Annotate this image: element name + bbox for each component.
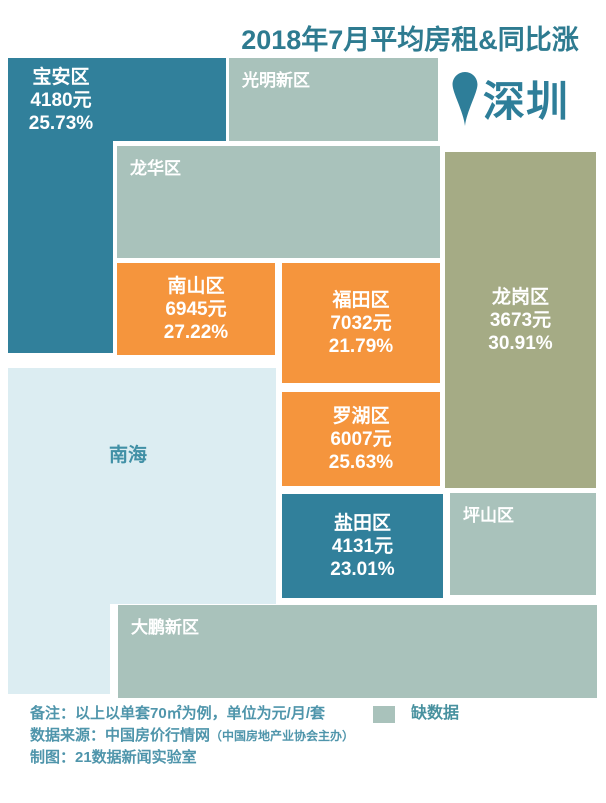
district-name: 宝安区 xyxy=(32,67,90,88)
missing-data-swatch xyxy=(373,705,396,723)
district-block-futian: 福田区 7032元 21.79% xyxy=(282,263,440,383)
district-rent: 4131元 xyxy=(331,535,394,557)
city-name: 深圳 xyxy=(483,78,570,125)
sea-area-nanhai-extension xyxy=(8,602,110,694)
data-source: 数据来源：中国房价行情网 xyxy=(30,727,211,744)
footer-notes: 备注：以上以单套70㎡为例，单位为元/月/套 缺数据 数据来源：中国房价行情网（… xyxy=(30,703,459,769)
district-rent: 6945元 xyxy=(165,298,227,320)
location-pin-icon xyxy=(452,71,478,126)
district-name: 坪山区 xyxy=(463,506,514,525)
footnote-row: 备注：以上以单套70㎡为例，单位为元/月/套 缺数据 xyxy=(30,703,459,725)
district-block-longgang: 龙岗区 3673元 30.91% xyxy=(445,152,596,488)
district-block-longhua: 龙华区 xyxy=(117,146,440,258)
district-name: 龙岗区 xyxy=(491,286,549,308)
district-rent: 4180元 xyxy=(30,90,92,111)
district-block-dapeng: 大鹏新区 xyxy=(118,605,597,698)
district-block-luohu: 罗湖区 6007元 25.63% xyxy=(282,392,440,486)
sea-area-nanhai: 南海 xyxy=(8,368,276,604)
district-stats-futian: 福田区 7032元 21.79% xyxy=(282,263,440,383)
district-name: 龙华区 xyxy=(130,159,181,178)
district-growth: 30.91% xyxy=(488,332,553,354)
footnote: 备注：以上以单套70㎡为例，单位为元/月/套 xyxy=(30,705,326,722)
district-name: 光明新区 xyxy=(242,71,310,90)
missing-data-label: 缺数据 xyxy=(411,705,460,722)
district-name: 南山区 xyxy=(167,275,225,297)
district-stats-luohu: 罗湖区 6007元 25.63% xyxy=(282,392,440,486)
sea-label: 南海 xyxy=(108,445,147,466)
district-block-nanshan: 南山区 6945元 27.22% xyxy=(117,263,275,355)
district-rent: 6007元 xyxy=(330,428,392,450)
district-rent: 7032元 xyxy=(330,312,392,334)
district-growth: 25.73% xyxy=(28,113,94,134)
district-stats-nanshan: 南山区 6945元 27.22% xyxy=(117,263,275,355)
district-stats-longgang: 龙岗区 3673元 30.91% xyxy=(445,152,596,488)
data-source-line: 数据来源：中国房价行情网（中国房地产业协会主办） xyxy=(30,725,459,747)
district-block-baoan-extension xyxy=(8,141,113,353)
district-growth: 23.01% xyxy=(330,558,395,580)
credit-line: 制图：21数据新闻实验室 xyxy=(30,749,197,766)
district-growth: 21.79% xyxy=(328,335,394,357)
district-name: 福田区 xyxy=(332,289,390,311)
district-block-pingshan: 坪山区 xyxy=(450,493,596,595)
district-name: 大鹏新区 xyxy=(131,618,199,637)
district-name: 盐田区 xyxy=(333,512,391,534)
data-source-paren: （中国房地产业协会主办） xyxy=(210,729,355,743)
district-block-baoan xyxy=(8,58,226,141)
district-name: 罗湖区 xyxy=(332,405,390,427)
district-growth: 27.22% xyxy=(163,321,229,343)
district-rent: 3673元 xyxy=(489,309,552,331)
district-growth: 25.63% xyxy=(328,451,394,473)
district-stats-baoan: 宝安区 4180元 25.73% xyxy=(8,66,114,135)
city-brand: 深圳 xyxy=(452,68,569,129)
district-stats-yantian: 盐田区 4131元 23.01% xyxy=(282,494,443,598)
district-block-guangming: 光明新区 xyxy=(229,58,438,141)
district-block-yantian: 盐田区 4131元 23.01% xyxy=(282,494,443,598)
